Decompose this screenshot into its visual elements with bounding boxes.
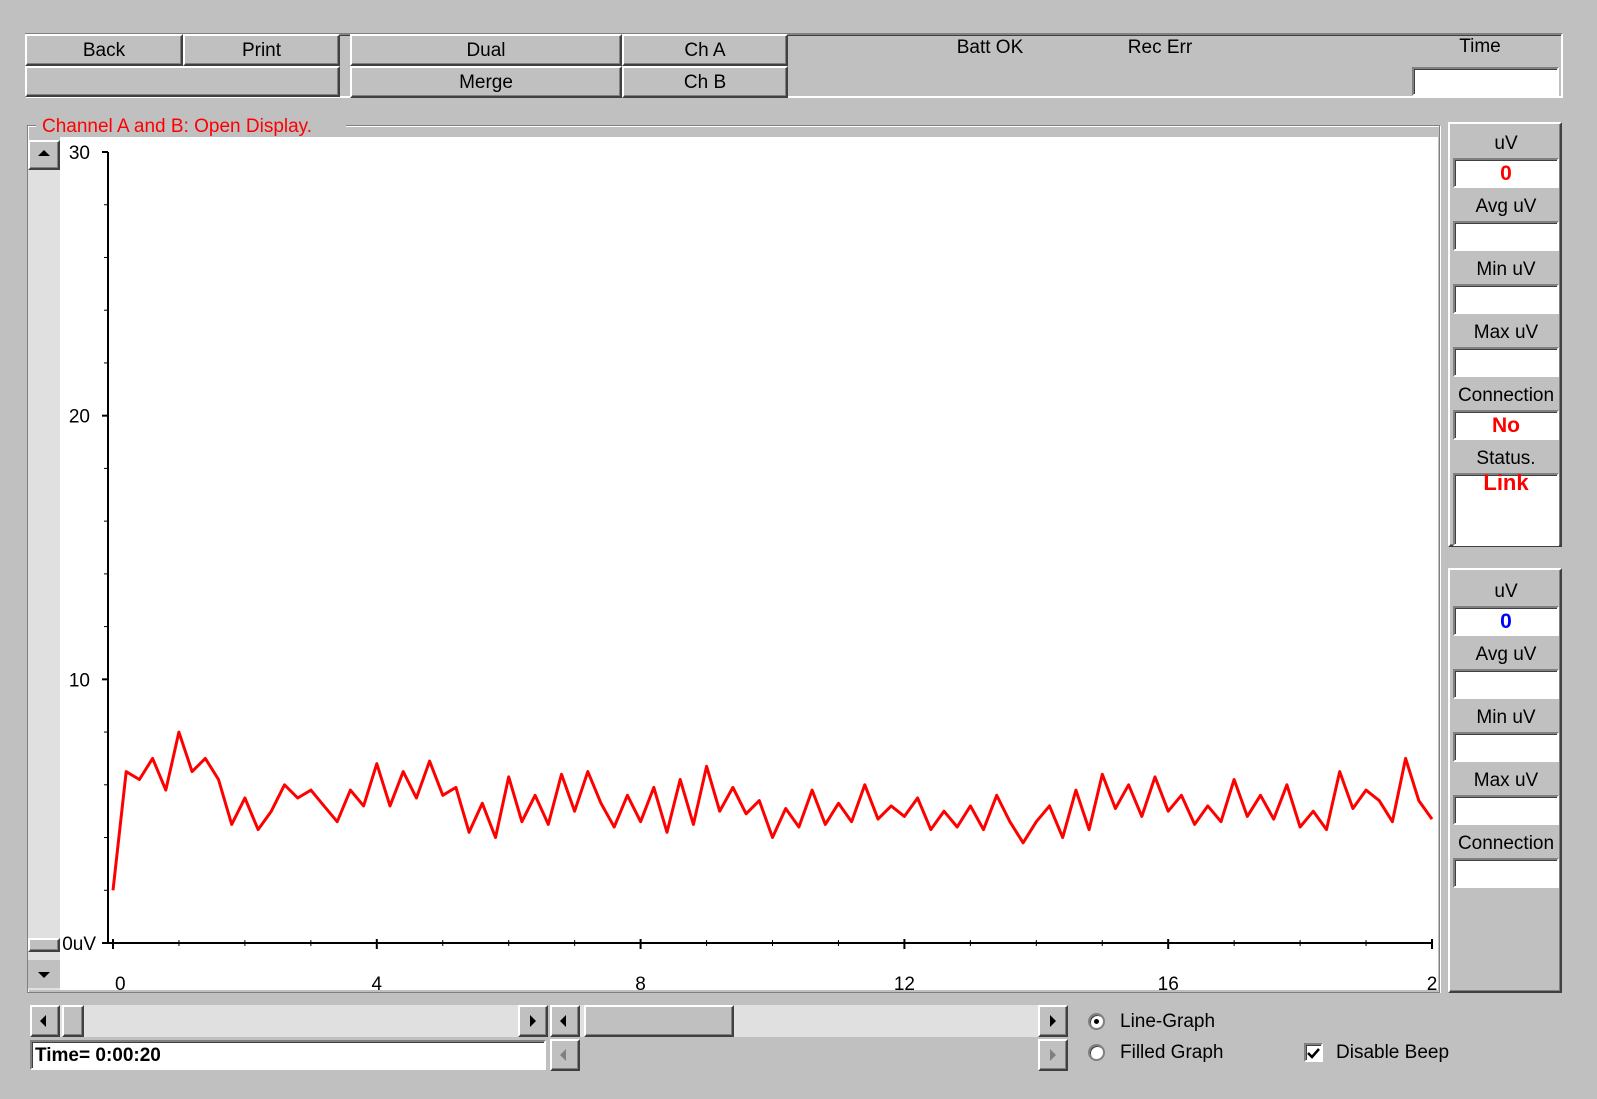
y-tick-label: 30 <box>69 143 90 164</box>
title-background <box>36 114 346 136</box>
field-label: Connection <box>1457 385 1555 406</box>
status-label: Rec Err <box>1127 37 1193 58</box>
field-label: Min uV <box>1476 707 1536 728</box>
checkbox-label[interactable]: Disable Beep <box>1336 1042 1450 1063</box>
radio-label[interactable]: Line-Graph <box>1120 1011 1216 1032</box>
h-scroll-thumb[interactable] <box>62 1005 84 1037</box>
arrow-right <box>530 1015 536 1027</box>
x-tick-label: 8 <box>635 974 646 995</box>
field-label: Min uV <box>1476 259 1536 280</box>
field-box <box>1453 284 1559 314</box>
field-box <box>1453 347 1559 377</box>
h-scroll-track[interactable] <box>30 1005 548 1037</box>
v-scrollbar[interactable] <box>28 140 60 990</box>
arrow-up <box>38 150 50 156</box>
checkmark <box>1306 1045 1321 1060</box>
field-box <box>1453 158 1559 188</box>
h-scroll2-left[interactable] <box>550 1005 580 1037</box>
toolbar-button[interactable]: Print <box>183 34 340 66</box>
scroll-thumb[interactable] <box>28 938 60 952</box>
blank-button <box>25 66 340 97</box>
field-label: Connection <box>1457 833 1555 854</box>
field-box <box>1453 221 1559 251</box>
display-group <box>27 125 1440 993</box>
arrow-left-disabled <box>560 1049 566 1061</box>
h-scroll2-thumb[interactable] <box>584 1005 734 1037</box>
field-box <box>1453 669 1559 699</box>
time-field[interactable] <box>1412 67 1559 96</box>
x-tick-label: 0 <box>115 974 126 995</box>
field-box <box>1453 473 1559 546</box>
arrow-right-disabled <box>1050 1049 1056 1061</box>
field-label: uV <box>1494 133 1518 154</box>
field-value: 0 <box>1500 610 1512 633</box>
checkbox[interactable] <box>1304 1043 1323 1062</box>
toolbar-button[interactable]: Merge <box>350 66 622 98</box>
chart-title: Channel A and B: Open Display. <box>42 116 312 137</box>
radio-label[interactable]: Filled Graph <box>1120 1042 1224 1063</box>
field-label: Avg uV <box>1475 644 1537 665</box>
plot-area <box>60 137 1438 990</box>
field-label: Avg uV <box>1475 196 1537 217</box>
field-value: No <box>1492 414 1520 437</box>
arrow-down <box>38 972 50 978</box>
y-tick-label: 0uV <box>62 934 96 955</box>
field-box <box>1453 732 1559 762</box>
field-label: Status. <box>1476 448 1536 469</box>
h-scroll3-track <box>550 1039 1068 1071</box>
field-box <box>1453 858 1559 888</box>
field-box <box>1453 410 1559 440</box>
x-tick-label: 16 <box>1158 974 1179 995</box>
x-tick-label: 2 <box>1427 974 1438 995</box>
h-scroll-left[interactable] <box>30 1005 60 1037</box>
arrow-left <box>560 1015 566 1027</box>
toolbar-button[interactable]: Ch A <box>622 34 788 66</box>
radio-button[interactable] <box>1088 1044 1105 1061</box>
toolbar-button[interactable]: Ch B <box>622 66 788 98</box>
field-box <box>1453 795 1559 825</box>
toolbar-button[interactable]: Back <box>25 34 183 66</box>
toolbar-button[interactable]: Dual <box>350 34 622 66</box>
y-tick-label: 20 <box>69 407 90 428</box>
field-label: uV <box>1494 581 1518 602</box>
time-label: Time <box>1459 36 1501 57</box>
arrow-left <box>40 1015 46 1027</box>
time-display: Time= 0:00:20 <box>30 1040 546 1070</box>
x-tick-label: 12 <box>894 974 915 995</box>
signal-line <box>111 730 1434 891</box>
field-label: Max uV <box>1473 322 1539 343</box>
field-label: Max uV <box>1473 770 1539 791</box>
field-value: 0 <box>1500 162 1512 185</box>
y-tick-label: 10 <box>69 670 90 691</box>
x-tick-label: 4 <box>372 974 383 995</box>
checkmark-icon <box>1307 1048 1320 1059</box>
channel-b-panel <box>1448 568 1562 993</box>
status-label: Batt OK <box>956 37 1024 58</box>
field-value: Link <box>1483 470 1529 495</box>
field-box <box>1453 606 1559 636</box>
radio-dot <box>1094 1019 1099 1024</box>
arrow-right <box>1050 1015 1056 1027</box>
